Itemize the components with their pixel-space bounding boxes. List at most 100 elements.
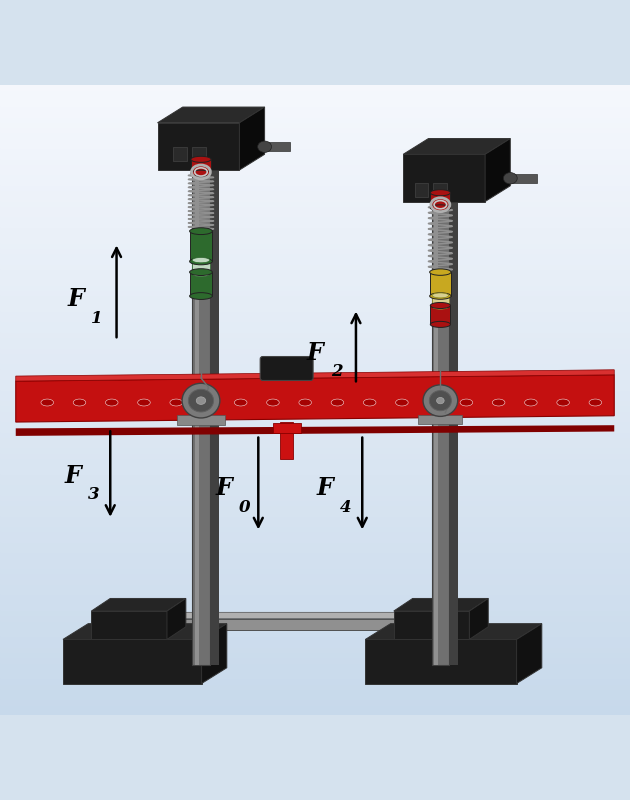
Bar [430,272,451,296]
Bar [0,646,630,652]
Bar [0,257,630,263]
Bar [0,199,630,206]
Bar [195,167,199,665]
Bar [0,662,630,668]
Ellipse shape [191,156,211,162]
Bar [0,703,630,710]
Ellipse shape [41,399,54,406]
Bar [0,336,630,342]
Bar [0,378,630,384]
Bar [0,183,630,190]
Text: F: F [64,464,81,488]
Ellipse shape [190,258,212,265]
Bar [151,618,422,630]
Bar [0,572,630,578]
Bar [0,110,630,117]
Bar [0,273,630,279]
Ellipse shape [430,190,450,196]
Bar [0,178,630,185]
Ellipse shape [258,141,272,153]
Bar [0,682,630,689]
Bar [0,121,630,127]
Bar [0,246,630,253]
Bar [0,519,630,526]
Bar [0,451,630,458]
Polygon shape [16,374,614,422]
Ellipse shape [423,385,458,416]
Bar [0,383,630,390]
Bar [0,226,630,232]
Ellipse shape [188,390,214,412]
Bar [0,467,630,474]
FancyBboxPatch shape [260,357,313,381]
Ellipse shape [430,205,450,211]
Ellipse shape [192,271,210,277]
Bar [0,330,630,337]
Bar [0,346,630,353]
Bar [0,598,630,605]
Bar [0,504,630,510]
Ellipse shape [191,170,211,176]
Bar [0,488,630,494]
Bar [0,168,630,174]
Bar [0,462,630,468]
Bar [0,326,630,332]
Bar [0,283,630,290]
Bar [0,472,630,478]
Bar [190,231,212,262]
Polygon shape [202,624,227,683]
Bar [0,388,630,394]
Bar [0,236,630,242]
Bar [0,289,630,295]
Polygon shape [365,624,542,639]
Bar [0,614,630,621]
Bar [0,414,630,421]
Bar [0,566,630,574]
Bar [0,314,630,322]
Bar [0,373,630,379]
Bar [433,183,447,197]
Bar [0,494,630,500]
Bar [0,446,630,453]
Bar [0,142,630,148]
Ellipse shape [197,397,205,405]
Bar [0,398,630,406]
Bar [0,666,630,673]
Bar [0,441,630,447]
Ellipse shape [428,399,440,406]
Bar [0,525,630,531]
Bar [0,262,630,269]
Bar [0,578,630,584]
Bar [0,514,630,521]
Ellipse shape [437,398,444,404]
Bar [0,105,630,111]
Bar [365,639,517,683]
Ellipse shape [430,390,451,410]
Bar [0,457,630,463]
Polygon shape [485,138,510,202]
Bar [0,640,630,646]
Bar [0,535,630,542]
Bar [273,423,301,434]
Ellipse shape [430,322,450,327]
Ellipse shape [525,399,537,406]
Bar [0,215,630,222]
Bar [0,498,630,505]
Ellipse shape [432,304,449,310]
Bar [0,619,630,626]
Bar [0,310,630,316]
Bar [0,435,630,442]
Bar [0,582,630,589]
Bar [0,126,630,132]
Bar [415,183,428,197]
Ellipse shape [492,399,505,406]
Bar [0,152,630,158]
Bar [0,420,630,426]
Bar [0,367,630,374]
Bar [0,194,630,201]
Bar [0,131,630,138]
Bar [0,672,630,678]
Bar [0,341,630,347]
Polygon shape [151,612,441,618]
Bar [403,154,485,202]
